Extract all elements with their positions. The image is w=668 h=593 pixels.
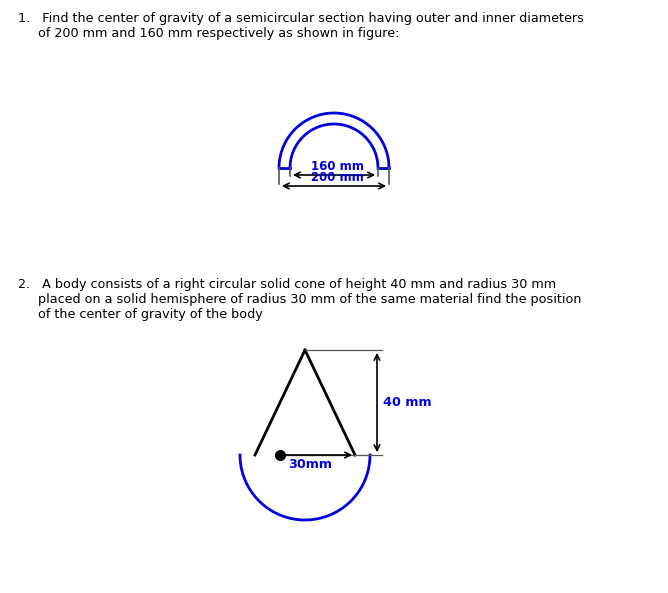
Text: 1.   Find the center of gravity of a semicircular section having outer and inner: 1. Find the center of gravity of a semic… — [18, 12, 584, 25]
Text: of the center of gravity of the body: of the center of gravity of the body — [18, 308, 263, 321]
Text: placed on a solid hemisphere of radius 30 mm of the same material find the posit: placed on a solid hemisphere of radius 3… — [18, 293, 582, 306]
Text: 2.   A body consists of a right circular solid cone of height 40 mm and radius 3: 2. A body consists of a right circular s… — [18, 278, 556, 291]
Text: of 200 mm and 160 mm respectively as shown in figure:: of 200 mm and 160 mm respectively as sho… — [18, 27, 399, 40]
Text: 40 mm: 40 mm — [383, 396, 432, 409]
Text: 30mm: 30mm — [288, 458, 332, 471]
Text: 200 mm: 200 mm — [311, 171, 363, 184]
Text: 160 mm: 160 mm — [311, 160, 363, 173]
